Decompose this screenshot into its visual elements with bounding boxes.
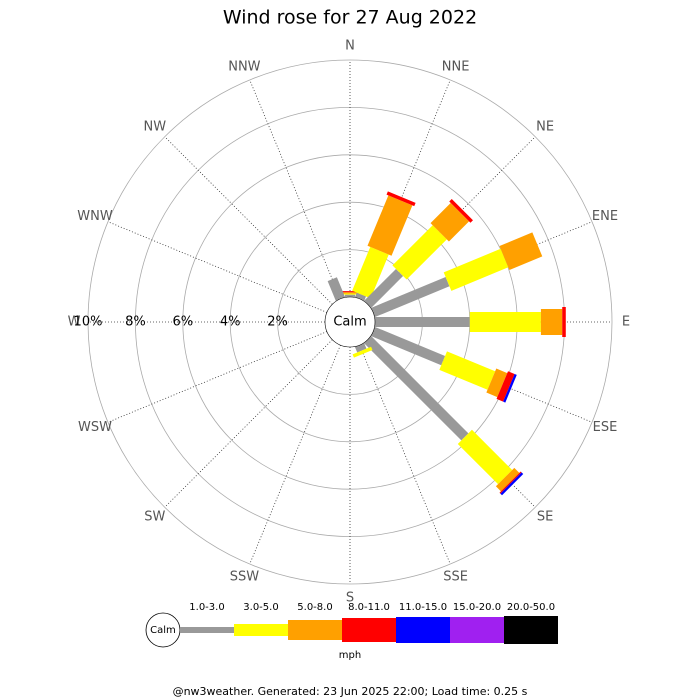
direction-label: WNW: [77, 209, 113, 224]
legend-swatch: [180, 627, 234, 633]
spoke: [164, 136, 333, 305]
ring-label: 4%: [220, 315, 241, 330]
wind-bar: [430, 202, 470, 242]
wind-bar: [562, 307, 566, 337]
legend-label: 15.0-20.0: [453, 602, 501, 613]
legend-label: 11.0-15.0: [399, 602, 447, 613]
wind-bar: [337, 292, 363, 294]
calm-label: Calm: [333, 315, 366, 330]
direction-label: NE: [536, 119, 554, 134]
wind-bar: [352, 346, 373, 358]
legend-swatch: [450, 617, 504, 643]
wind-bar: [352, 246, 389, 299]
legend-swatch: [504, 616, 558, 644]
direction-label: SE: [537, 510, 553, 525]
chart-title: Wind rose for 27 Aug 2022: [223, 7, 477, 29]
direction-label: SW: [144, 510, 165, 525]
wind-bar: [371, 326, 446, 366]
wind-bar: [503, 373, 517, 403]
wind-bar: [327, 277, 346, 301]
unit-label: mph: [339, 650, 361, 661]
wind-bar: [364, 336, 469, 441]
wind-bar: [443, 248, 509, 291]
direction-label: NW: [144, 119, 167, 134]
wind-bar: [367, 195, 413, 256]
legend-label: 3.0-5.0: [243, 602, 278, 613]
legend-calm-label: Calm: [150, 625, 176, 636]
wind-bar: [375, 317, 470, 327]
footer: @nw3weather. Generated: 23 Jun 2025 22:0…: [173, 685, 528, 698]
spoke: [249, 344, 341, 565]
spoke: [107, 331, 328, 423]
calm-circle: [324, 296, 376, 348]
legend-swatch: [234, 624, 288, 636]
wind-bar: [345, 294, 355, 297]
direction-label: N: [345, 39, 355, 54]
wind-bar: [495, 467, 520, 492]
direction-label: NNW: [228, 60, 260, 75]
direction-label: E: [622, 315, 630, 330]
wind-bar: [469, 312, 541, 332]
wind-bar: [386, 191, 416, 207]
wind-bar: [354, 343, 367, 353]
ring-label: 10%: [74, 315, 103, 330]
spoke: [107, 221, 328, 313]
wind-bar: [496, 371, 515, 402]
legend-swatch: [342, 618, 396, 642]
spoke: [359, 344, 451, 565]
direction-label: ESE: [593, 420, 618, 435]
wind-bar: [499, 232, 543, 271]
wind-bar: [499, 471, 522, 494]
wind-bar: [486, 368, 508, 398]
wind-bar: [354, 292, 367, 301]
wind-bar: [371, 276, 450, 318]
direction-label: ENE: [592, 209, 618, 224]
legend-swatch: [288, 620, 342, 640]
ring: [87, 59, 613, 585]
legend-label: 5.0-8.0: [297, 602, 332, 613]
wind-bar: [457, 429, 513, 485]
wind-bar: [340, 293, 360, 295]
legend-label: 8.0-11.0: [348, 602, 390, 613]
legend-swatch: [396, 617, 450, 643]
ring-label: 2%: [267, 315, 288, 330]
spoke: [164, 339, 333, 508]
wind-bar: [364, 268, 404, 308]
wind-bar: [392, 225, 447, 280]
ring-label: 6%: [172, 315, 193, 330]
direction-label: SSW: [230, 569, 260, 584]
wind-bar: [449, 199, 473, 223]
direction-label: NNE: [442, 60, 470, 75]
spoke: [249, 79, 341, 300]
direction-label: SSE: [443, 569, 468, 584]
direction-label: WSW: [78, 420, 112, 435]
wind-bar: [439, 351, 496, 390]
ring-label: 8%: [125, 315, 146, 330]
legend-label: 1.0-3.0: [189, 602, 224, 613]
wind-bar: [500, 472, 524, 496]
direction-label: W: [68, 315, 81, 330]
wind-bar: [540, 309, 563, 335]
direction-label: S: [346, 591, 354, 606]
legend-label: 20.0-50.0: [507, 602, 555, 613]
